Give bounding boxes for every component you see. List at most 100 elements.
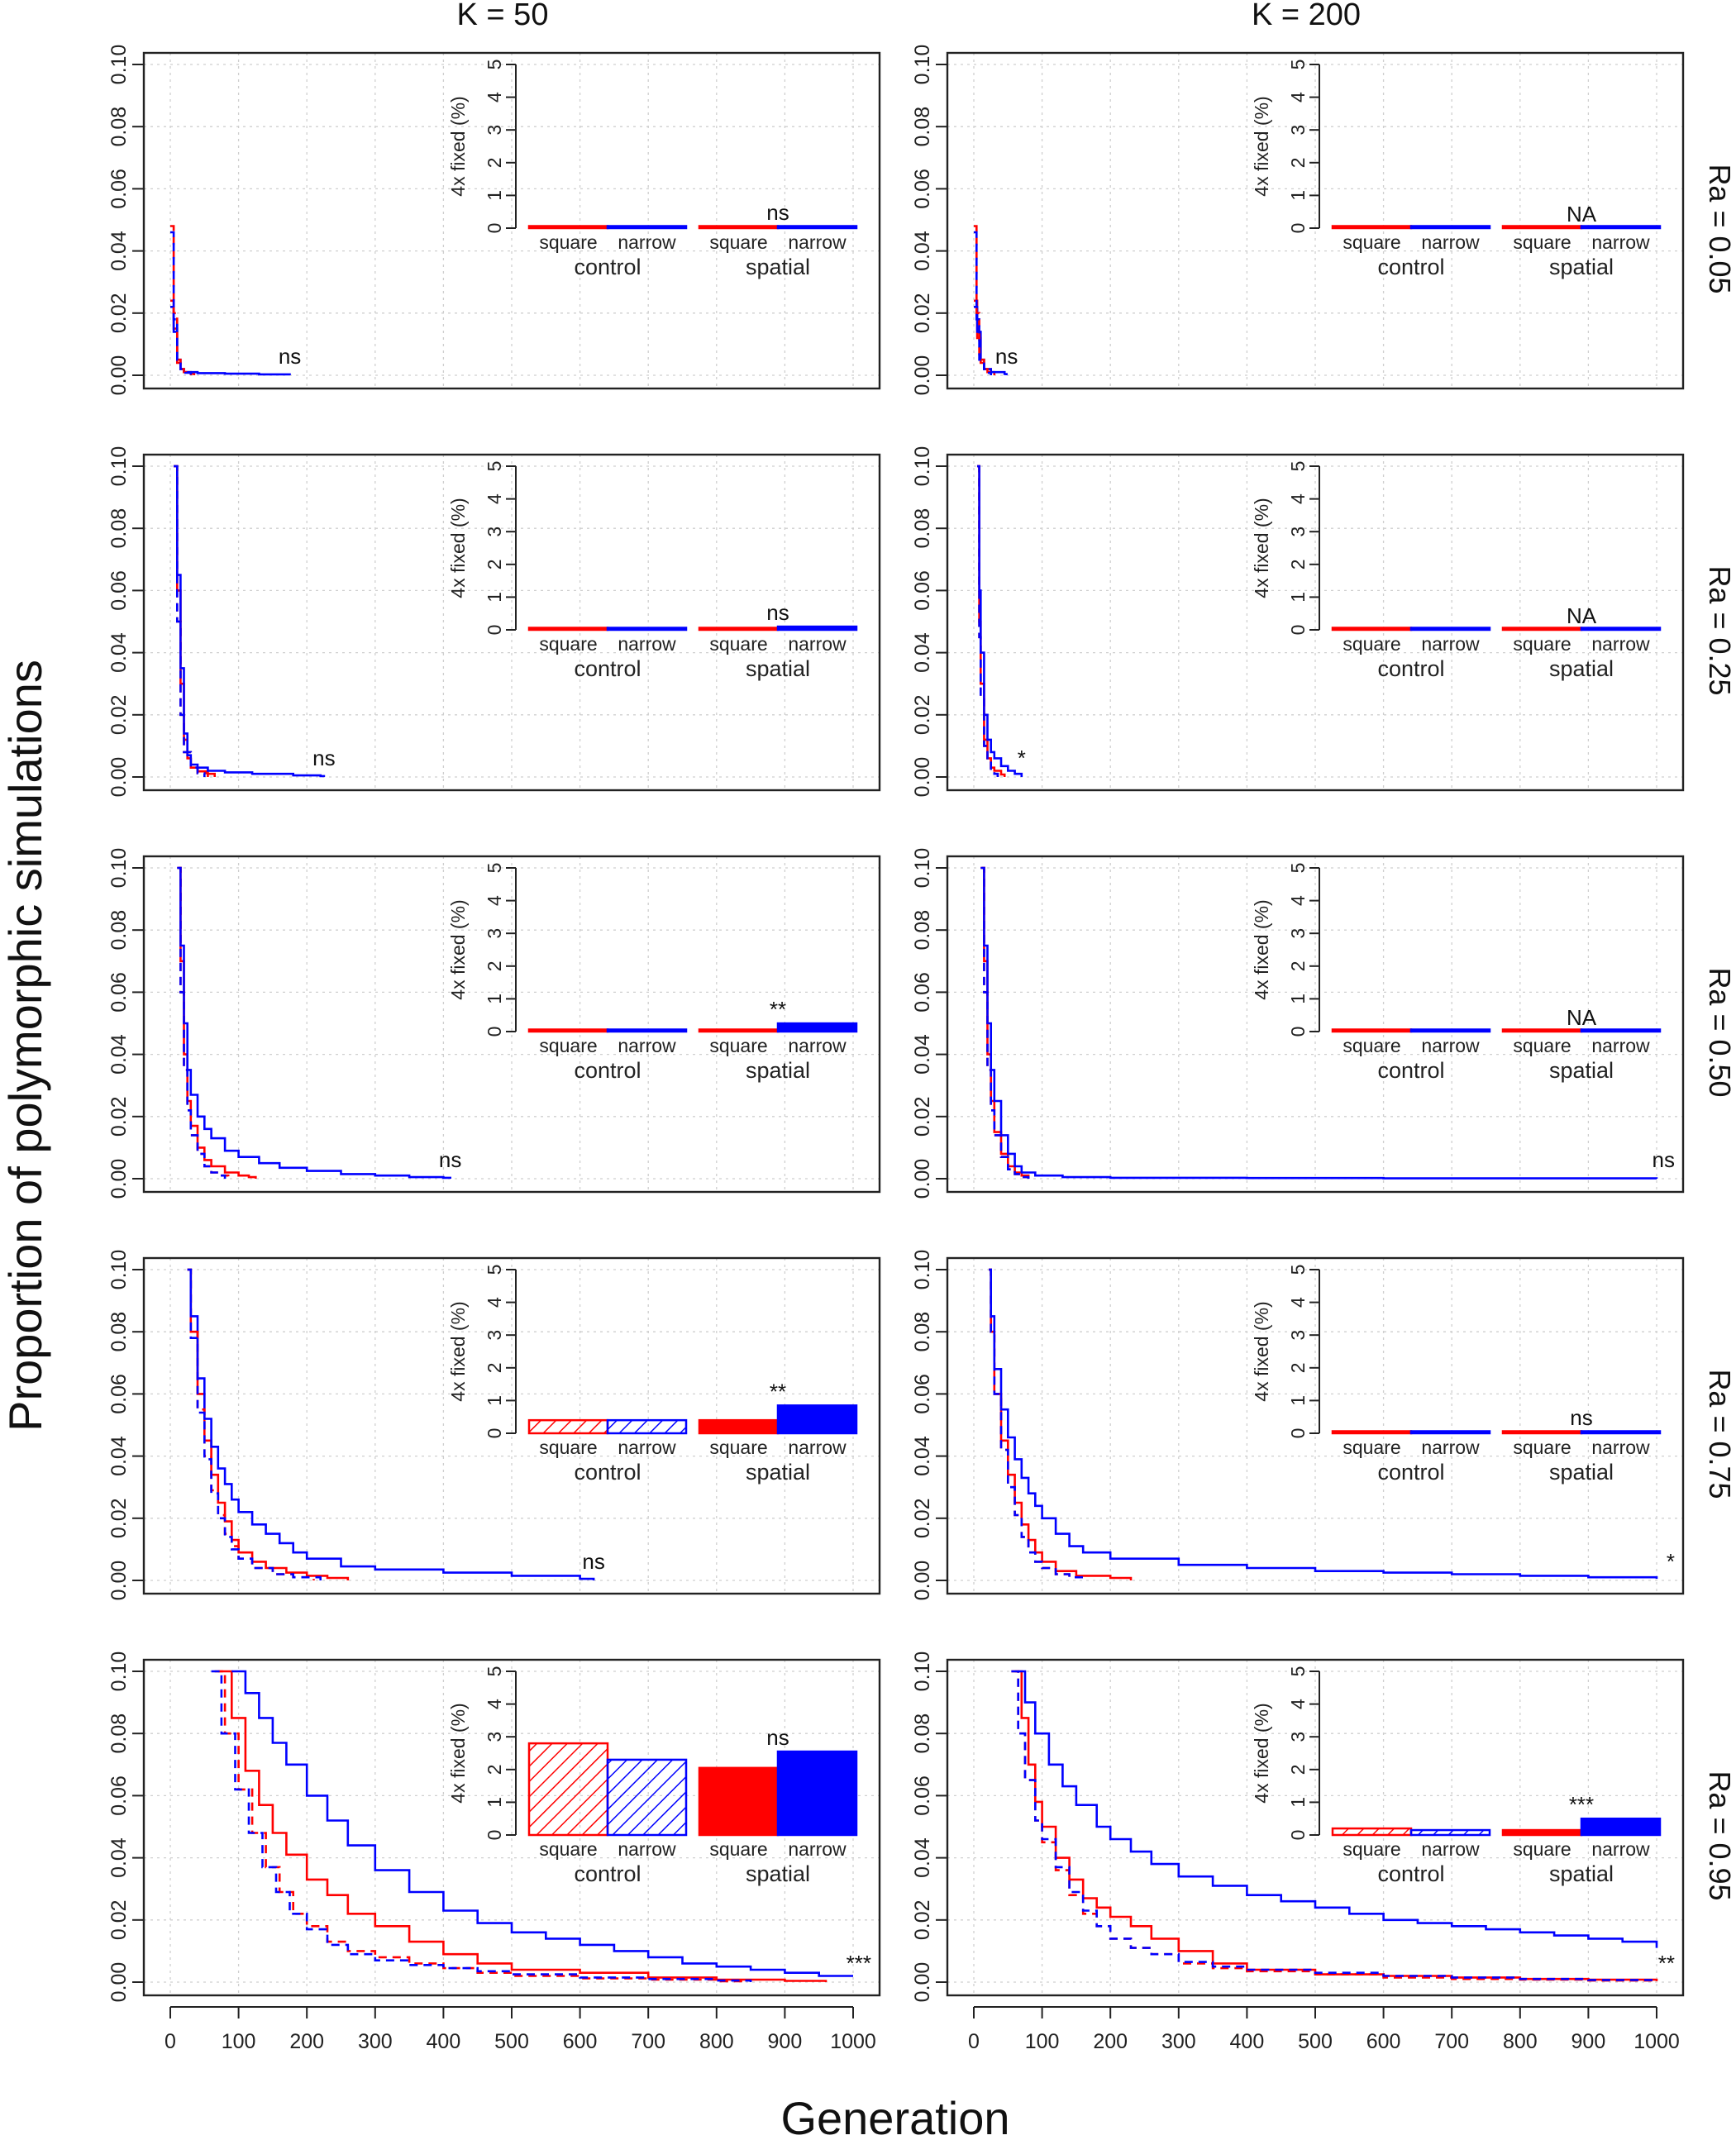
inset-y-tick-label: 4 [484, 1297, 505, 1308]
y-tick-label: 0.00 [107, 757, 131, 798]
panel-frame [946, 855, 1685, 1194]
inset-y-axis-title: 4x fixed (%) [1251, 96, 1272, 196]
inset-y-axis-title: 4x fixed (%) [447, 1703, 469, 1803]
inset-y-axis-title: 4x fixed (%) [1251, 1703, 1272, 1803]
inset-bar-label: narrow [788, 1035, 847, 1056]
inset-bar-label: narrow [1421, 1035, 1480, 1056]
panels: 0.00 0.02 0.04 0.06 0.08 0.10 ns 0 1 2 3 4 5 4x fixed… [107, 45, 1685, 2053]
y-tick-label: 0.10 [911, 848, 934, 889]
inset-bar-control-narrow [606, 627, 688, 632]
inset-y-tick-label: 3 [1287, 527, 1309, 537]
y-tick-label: 0.04 [107, 231, 131, 271]
inset-bar-control-square [527, 1742, 609, 1837]
y-tick-label: 0.06 [107, 169, 131, 209]
inset-y-tick-label: 2 [484, 1362, 505, 1373]
panel-frame [142, 855, 881, 1194]
inset-y-tick-label: 4 [1287, 92, 1309, 102]
y-tick-label: 0.08 [107, 508, 131, 549]
inset-y-tick-label: 1 [1287, 592, 1309, 603]
inset-y-tick-label: 5 [1287, 1265, 1309, 1275]
x-tick-label: 300 [1161, 2030, 1196, 2053]
y-tick-label: 0.00 [911, 355, 934, 396]
inset-bar-label: square [1513, 1838, 1571, 1860]
y-tick-label: 0.00 [911, 1159, 934, 1199]
inset-y-tick-label: 1 [1287, 1797, 1309, 1808]
inset-y-tick-label: 0 [1287, 1027, 1309, 1037]
series-line-spatial-narrow [178, 866, 451, 1180]
inset-bar-spatial-square [698, 627, 780, 632]
x-tick-label: 800 [1503, 2030, 1538, 2053]
inset-group-label-spatial: spatial [746, 656, 810, 681]
series-line-control-narrow [980, 866, 1030, 1179]
x-tick-label: 300 [358, 2030, 393, 2053]
inset-group-label-control: control [574, 656, 641, 681]
series-line-spatial-narrow [231, 1670, 853, 1977]
y-tick-label: 0.06 [107, 570, 131, 611]
y-tick-label: 0.02 [911, 293, 934, 333]
y-tick-label: 0.10 [107, 446, 131, 487]
inset-bar-label: square [1343, 633, 1400, 655]
inset-y-tick-label: 1 [484, 1395, 505, 1406]
inset-bar-label: narrow [788, 1838, 847, 1860]
panel-r3-c1: 0.00 0.02 0.04 0.06 0.08 0.10 * 0 1 2 3 4 5 4x fixed … [911, 1250, 1685, 1600]
inset-y-tick-label: 2 [1287, 559, 1309, 570]
inset-y-tick-label: 2 [1287, 1362, 1309, 1373]
y-tick-label: 0.08 [911, 1312, 934, 1352]
inset-y-tick-label: 1 [1287, 1395, 1309, 1406]
series-line-control-narrow [187, 1268, 322, 1580]
inset-y-tick-label: 4 [484, 493, 505, 504]
inset-y-axis-title: 4x fixed (%) [447, 96, 469, 196]
inset-group-label-control: control [1377, 1861, 1444, 1886]
inset-group-label-spatial: spatial [1549, 255, 1614, 279]
y-tick-label: 0.06 [911, 570, 934, 611]
inset-barplot: 0 1 2 3 4 5 4x fixed (%) square narrow square narr… [447, 1666, 858, 1886]
y-tick-label: 0.10 [911, 45, 934, 85]
inset-bar-label: square [1513, 1437, 1571, 1458]
inset-barplot: 0 1 2 3 4 5 4x fixed (%) square narrow square narr… [447, 863, 858, 1083]
significance-label: * [1018, 746, 1026, 770]
inset-y-tick-label: 5 [1287, 863, 1309, 874]
row-title-ra-050: Ra = 0.50 [1703, 967, 1736, 1097]
inset-significance-label: NA [1567, 603, 1597, 628]
inset-y-tick-label: 2 [1287, 960, 1309, 971]
inset-y-tick-label: 5 [484, 1265, 505, 1275]
inset-y-axis-title: 4x fixed (%) [447, 498, 469, 598]
inset-bar-label: square [539, 633, 597, 655]
inset-bar-control-square [1331, 1028, 1413, 1033]
x-tick-label: 700 [1434, 2030, 1469, 2053]
x-tick-label: 900 [768, 2030, 803, 2053]
inset-group-label-spatial: spatial [746, 1460, 810, 1485]
x-tick-label: 500 [494, 2030, 529, 2053]
y-tick-label: 0.00 [107, 1561, 131, 1601]
y-tick-label: 0.06 [911, 1775, 934, 1816]
inset-bar-label: narrow [618, 1035, 676, 1056]
series-line-control-narrow [170, 231, 193, 375]
inset-y-tick-label: 0 [484, 1428, 505, 1439]
inset-group-label-control: control [1377, 1058, 1444, 1083]
panel-r0-c0: 0.00 0.02 0.04 0.06 0.08 0.10 ns 0 1 2 3 4 5 4x fixed… [107, 45, 881, 396]
inset-bar-label: square [709, 231, 767, 253]
series-line-spatial-narrow [187, 1268, 595, 1580]
inset-y-tick-label: 3 [1287, 1330, 1309, 1341]
inset-barplot: 0 1 2 3 4 5 4x fixed (%) square narrow square narr… [447, 1265, 858, 1485]
inset-group-label-control: control [574, 1861, 641, 1886]
panel-frame [142, 1256, 881, 1595]
inset-group-label-control: control [1377, 656, 1444, 681]
inset-bar-label: narrow [1591, 231, 1650, 253]
inset-bar-label: square [1513, 633, 1571, 655]
inset-group-label-spatial: spatial [746, 1058, 810, 1083]
inset-bar-spatial-narrow [776, 625, 858, 632]
series-line-spatial-narrow [170, 306, 291, 376]
inset-bar-control-square [1331, 1430, 1413, 1435]
inset-y-tick-label: 2 [1287, 1764, 1309, 1775]
x-tick-label: 1000 [1633, 2030, 1680, 2053]
inset-y-tick-label: 4 [484, 895, 505, 906]
y-tick-label: 0.10 [107, 848, 131, 889]
inset-y-tick-label: 5 [1287, 60, 1309, 70]
y-tick-label: 0.10 [107, 1250, 131, 1290]
inset-y-tick-label: 1 [1287, 190, 1309, 201]
y-tick-label: 0.00 [107, 355, 131, 396]
inset-bar-label: narrow [618, 1437, 676, 1458]
inset-bar-control-narrow [606, 1028, 688, 1033]
inset-bar-label: narrow [618, 231, 676, 253]
